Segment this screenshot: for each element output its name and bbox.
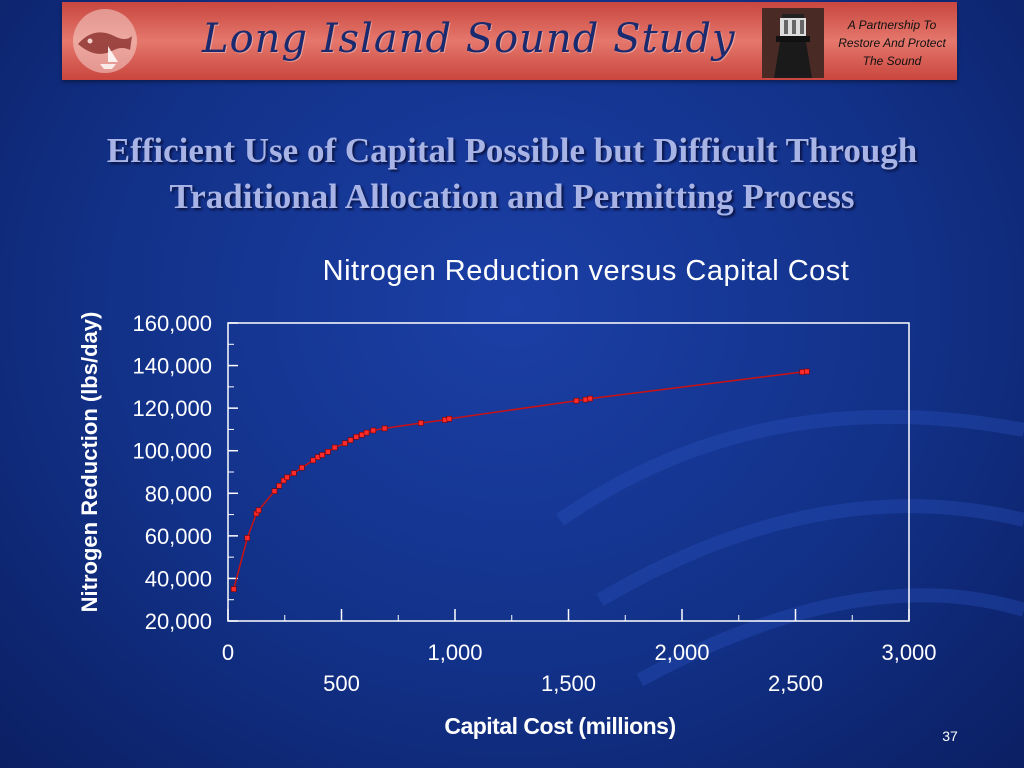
slide-title-line: Traditional Allocation and Permitting Pr… <box>169 177 855 216</box>
tagline-line: Restore And Protect <box>838 36 946 50</box>
banner-tagline: A Partnership To Restore And Protect The… <box>830 16 954 70</box>
banner-title: Long Island Sound Study <box>202 16 736 62</box>
y-tick-label: 80,000 <box>145 481 212 506</box>
data-point <box>290 470 297 476</box>
x-tick-label: 1,500 <box>541 671 596 696</box>
data-point <box>370 427 377 434</box>
data-point <box>418 420 424 426</box>
tagline-line: The Sound <box>862 54 922 68</box>
fish-sailboat-logo-icon <box>73 9 137 73</box>
data-point <box>298 464 305 471</box>
x-tick-label: 2,000 <box>654 640 709 665</box>
background-swoosh <box>555 409 1024 687</box>
y-axis-label: Nitrogen Reduction (lbs/day) <box>77 312 102 613</box>
data-point <box>255 507 262 514</box>
y-axis: 160,000 140,000 120,000 100,000 80,000 60,000… <box>132 311 238 634</box>
data-point <box>310 457 316 464</box>
data-point <box>353 434 360 440</box>
data-point <box>276 482 282 489</box>
data-point <box>347 437 354 443</box>
series-line <box>232 370 807 590</box>
x-axis-label: Capital Cost (millions) <box>444 713 675 739</box>
x-tick-label: 1,000 <box>427 640 482 665</box>
data-point <box>381 425 388 432</box>
y-tick-label: 160,000 <box>132 311 212 336</box>
tagline-line: A Partnership To <box>847 18 937 32</box>
x-tick-label: 500 <box>323 671 360 696</box>
slide-title-line: Efficient Use of Capital Possible but Di… <box>106 131 918 170</box>
y-tick-label: 40,000 <box>145 566 212 591</box>
data-point <box>280 477 287 484</box>
y-tick-label: 120,000 <box>132 396 212 421</box>
data-point <box>244 535 251 541</box>
data-point <box>446 415 453 422</box>
y-tick-label: 20,000 <box>145 609 212 634</box>
data-point <box>804 368 810 375</box>
data-point <box>582 396 589 403</box>
chart-title: Nitrogen Reduction versus Capital Cost <box>323 255 850 287</box>
lighthouse-icon <box>762 8 824 78</box>
y-tick-label: 140,000 <box>132 354 212 379</box>
data-point <box>587 395 593 402</box>
slide-title: Efficient Use of Capital Possible but Di… <box>0 128 1024 220</box>
data-point <box>271 488 278 495</box>
plot-area <box>227 322 910 622</box>
data-point <box>325 448 331 455</box>
x-tick-label: 3,000 <box>881 640 936 665</box>
banner: Long Island Sound Study A Partnership To… <box>62 2 957 80</box>
data-point <box>799 369 806 375</box>
data-point <box>342 440 348 447</box>
data-point <box>331 444 338 451</box>
data-markers <box>230 368 810 592</box>
data-point <box>359 431 365 438</box>
data-point <box>363 429 370 436</box>
y-tick-label: 100,000 <box>132 439 212 464</box>
data-point <box>284 474 290 481</box>
data-point <box>230 586 237 592</box>
x-axis: 0 1,000 2,000 3,000 500 1,500 2,500 <box>222 609 937 696</box>
data-point <box>573 397 580 404</box>
data-point <box>319 452 326 458</box>
x-tick-label: 2,500 <box>768 671 823 696</box>
y-tick-label: 60,000 <box>145 524 212 549</box>
slide-number: 37 <box>942 728 958 744</box>
x-tick-label: 0 <box>222 640 234 665</box>
